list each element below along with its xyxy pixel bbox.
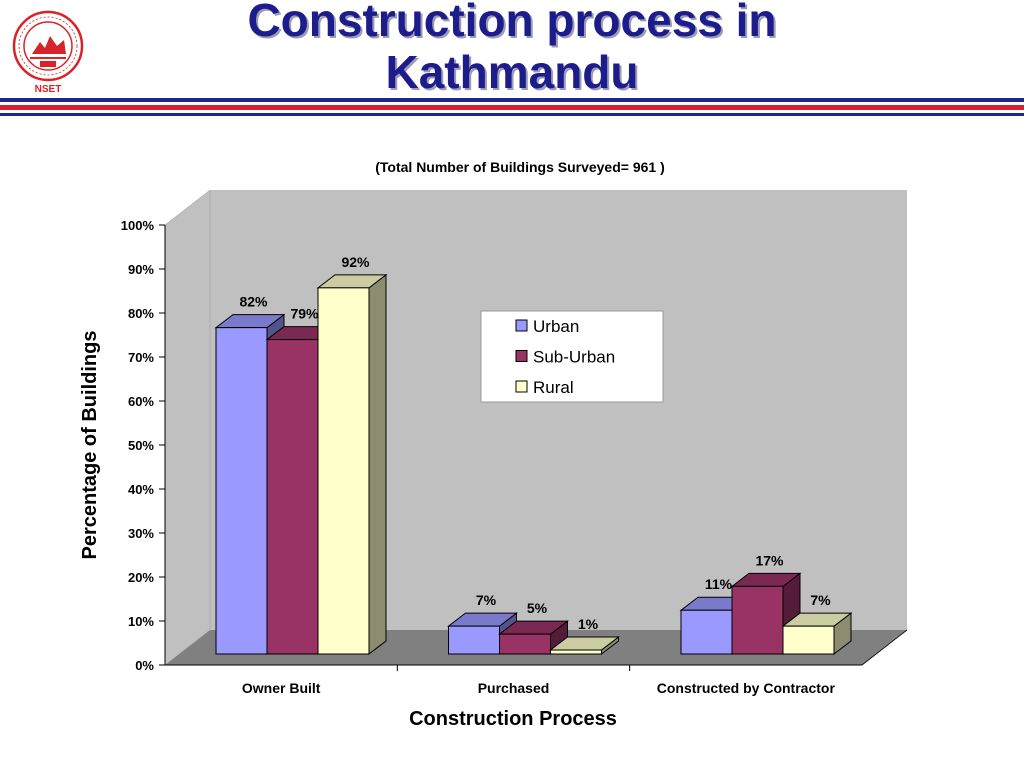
chart-side-wall — [164, 189, 211, 666]
bar — [782, 625, 835, 655]
y-tick-label: 50% — [128, 438, 154, 453]
legend-swatch — [515, 350, 528, 362]
data-label: 5% — [527, 600, 548, 616]
title-rules — [0, 98, 1024, 116]
chart-title: (Total Number of Buildings Surveyed= 961… — [375, 159, 665, 175]
bar — [317, 287, 370, 655]
y-tick-label: 90% — [128, 262, 154, 277]
bar — [499, 633, 551, 655]
y-tick-label: 60% — [128, 394, 154, 409]
y-tick-label: 70% — [128, 350, 154, 365]
y-tick-label: 10% — [128, 614, 154, 629]
legend-label: Rural — [533, 378, 574, 397]
y-axis-label: Percentage of Buildings — [79, 331, 101, 560]
data-label: 11% — [705, 576, 733, 592]
bar — [731, 585, 784, 655]
data-label: 17% — [755, 552, 784, 568]
x-tick-label: Purchased — [478, 680, 550, 696]
data-label: 7% — [476, 592, 497, 608]
x-tick-label: Constructed by Contractor — [657, 680, 836, 696]
nset-logo: NSET — [12, 10, 84, 95]
x-axis-label: Construction Process — [409, 708, 617, 730]
legend-label: Sub-Urban — [533, 348, 615, 367]
y-tick-label: 100% — [121, 218, 155, 233]
y-tick-label: 0% — [135, 658, 154, 673]
legend-box — [480, 310, 664, 403]
x-tick-label: Owner Built — [242, 680, 321, 696]
legend-swatch — [515, 319, 528, 332]
bar — [215, 327, 268, 655]
bar — [550, 649, 602, 655]
data-label: 7% — [810, 592, 831, 608]
data-label: 82% — [239, 294, 268, 310]
y-tick-label: 30% — [128, 526, 154, 541]
data-label: 79% — [290, 306, 319, 322]
page-title: Construction process in Kathmandu — [247, 0, 777, 98]
bar-side — [368, 273, 387, 656]
data-label: 92% — [341, 254, 370, 270]
legend-swatch — [515, 380, 528, 393]
floor-edge — [861, 629, 908, 666]
bar — [448, 625, 500, 655]
bar — [680, 609, 733, 655]
y-tick-label: 80% — [128, 306, 154, 321]
data-label: 1% — [578, 616, 599, 632]
bar — [266, 339, 319, 655]
y-tick-label: 20% — [128, 570, 154, 585]
legend-label: Urban — [533, 317, 579, 336]
logo-text: NSET — [35, 84, 62, 95]
y-tick-label: 40% — [128, 482, 154, 497]
